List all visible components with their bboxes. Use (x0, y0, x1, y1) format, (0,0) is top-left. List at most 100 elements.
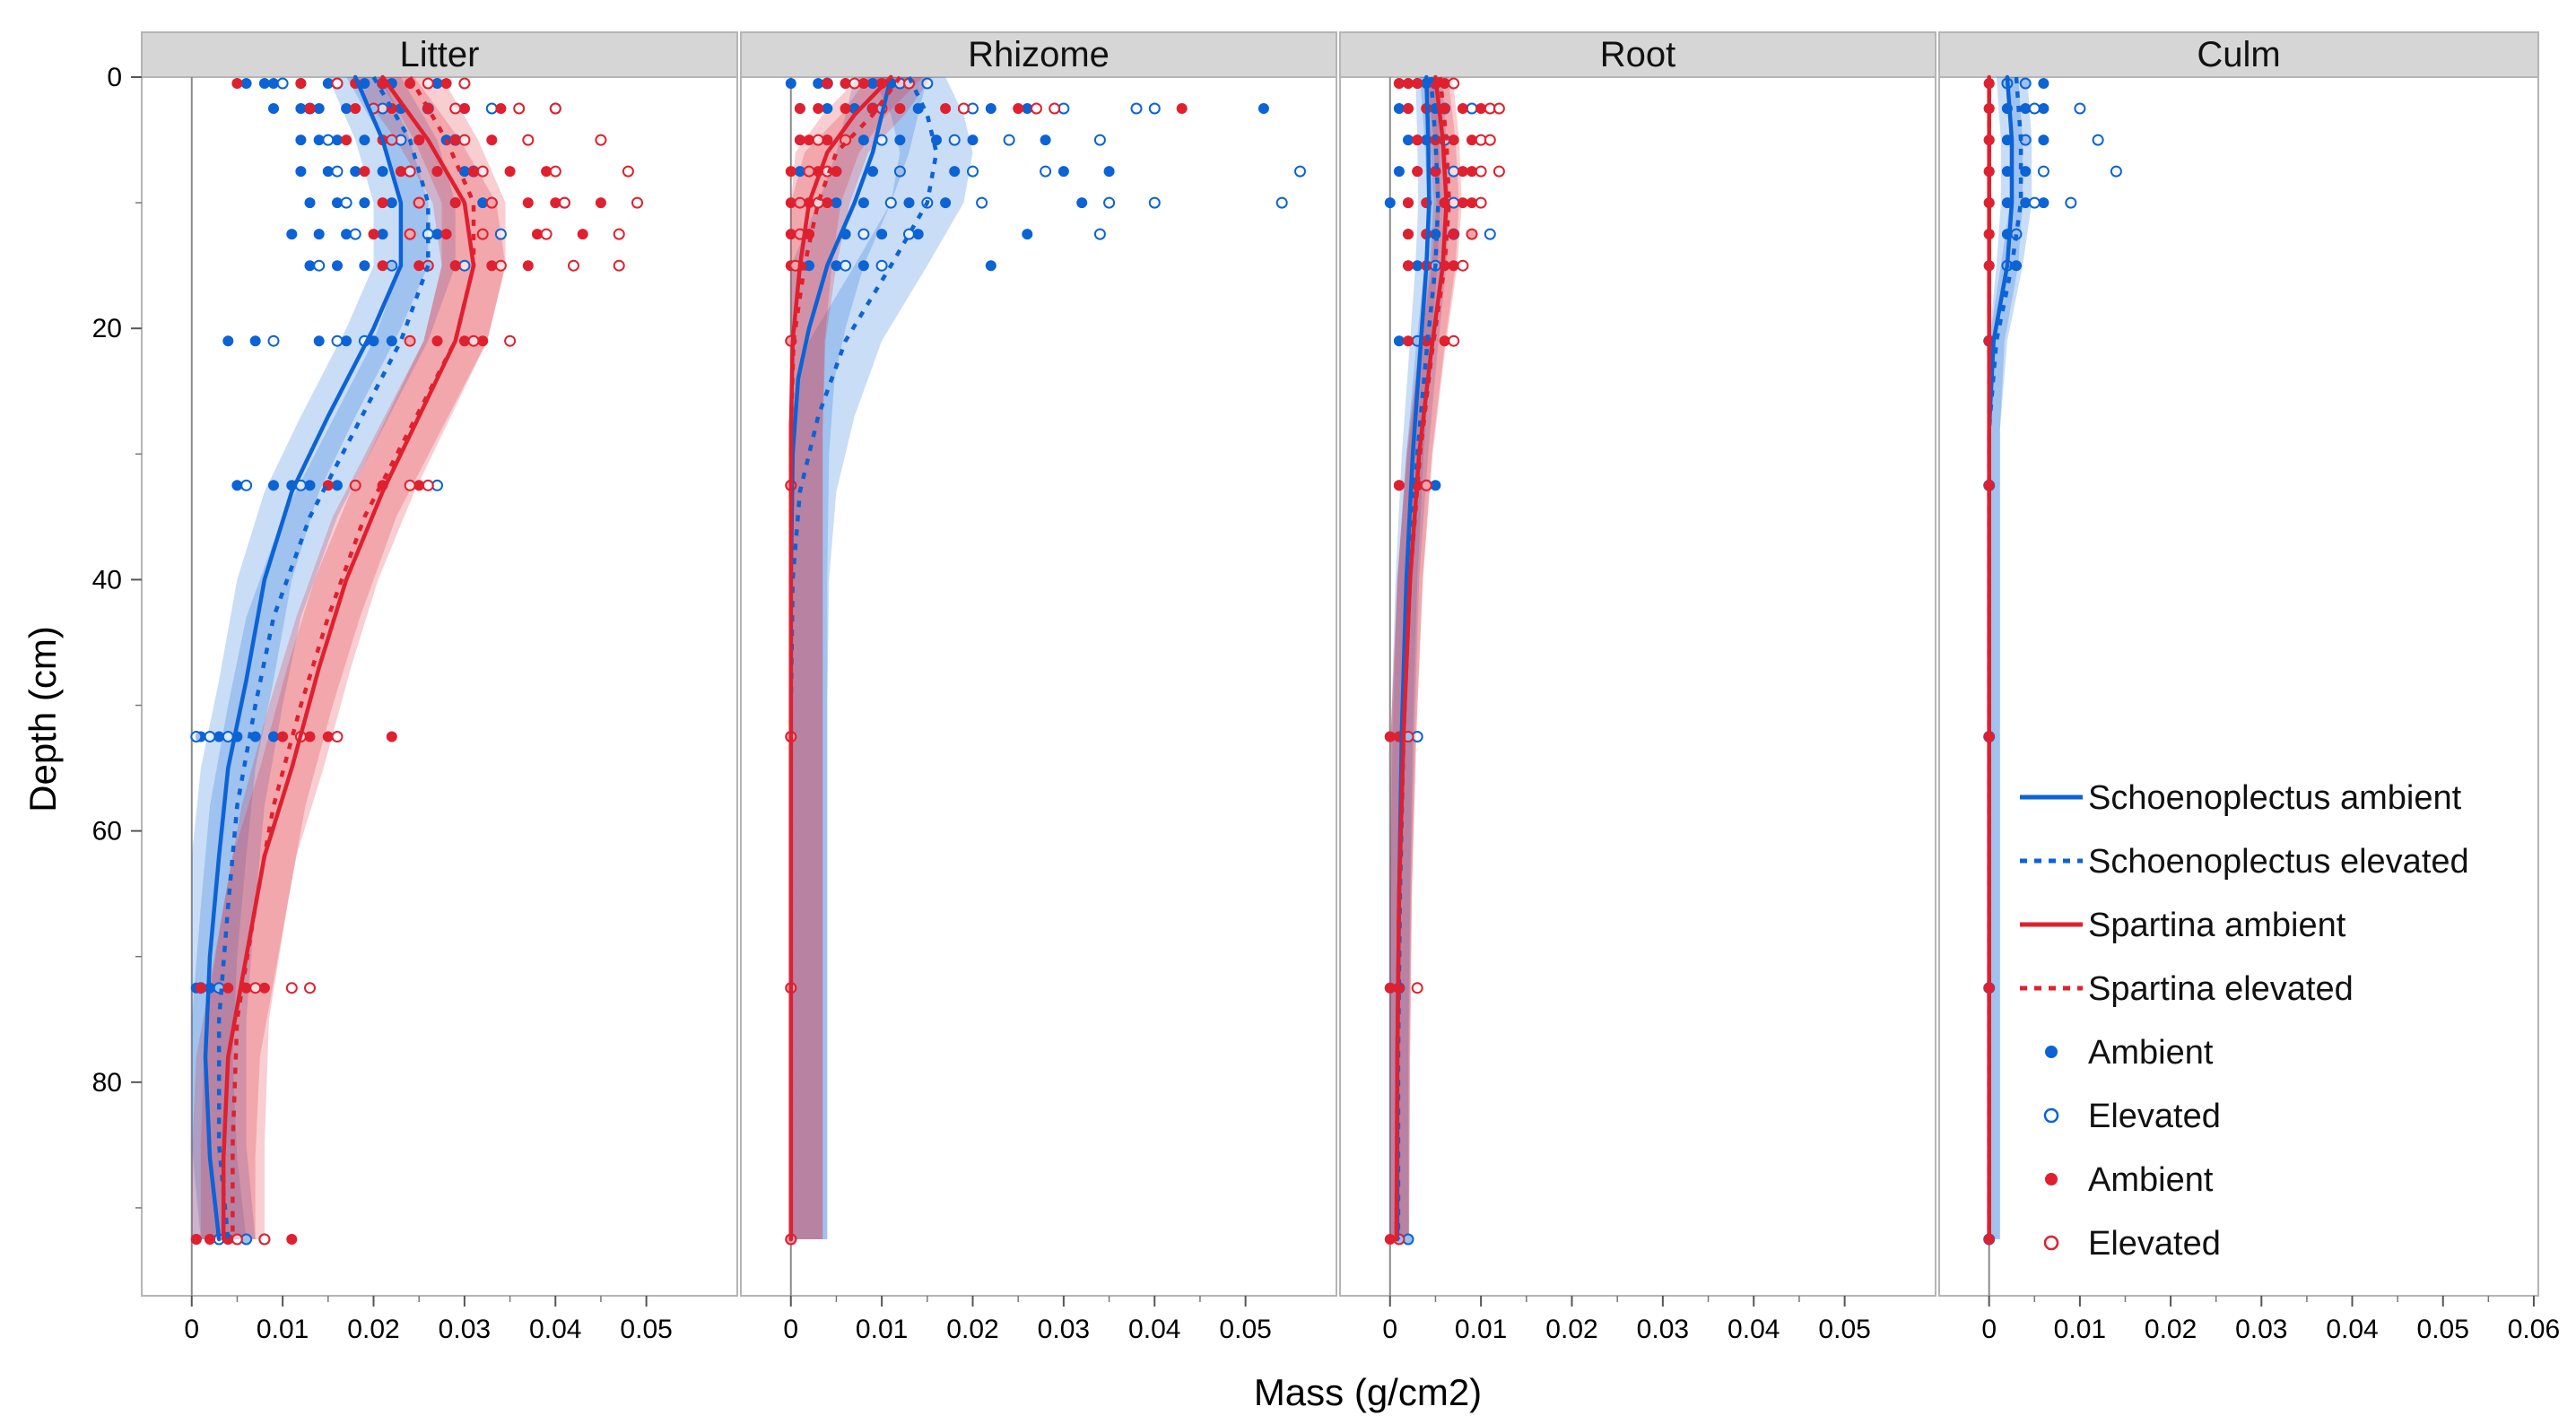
data-point-spartina-elevated (1420, 479, 1432, 491)
panel-title-rhizome: Rhizome (968, 35, 1110, 74)
data-point-schoenoplectus-elevated (204, 731, 216, 742)
data-point-spartina-elevated (349, 479, 361, 491)
data-point-spartina-ambient (1412, 166, 1423, 178)
data-point-spartina-elevated (549, 102, 561, 115)
x-tick-label: 0.04 (1128, 1315, 1180, 1344)
legend-label: Schoenoplectus ambient (2088, 779, 2462, 817)
data-point-spartina-elevated (613, 259, 625, 272)
data-point-schoenoplectus-ambient (857, 135, 869, 146)
panel-culm: Culm 0 0.01 0.02 0.03 0.04 0.05 0.06 (1938, 31, 2560, 1344)
data-point-schoenoplectus-elevated (1448, 165, 1460, 178)
data-point-spartina-ambient (1403, 335, 1414, 347)
data-point-spartina-ambient (1384, 731, 1396, 742)
data-point-schoenoplectus-ambient (867, 78, 878, 89)
fit-line-spartina-ambient (221, 74, 476, 1242)
confidence-band-schoenoplectus-elevated (191, 77, 456, 1239)
panel-litter: Litter 0 0.01 0.02 0.03 0.04 0.05 (141, 31, 738, 1344)
data-point-schoenoplectus-ambient (295, 166, 307, 178)
data-point-spartina-elevated (285, 982, 298, 994)
data-point-schoenoplectus-elevated (313, 259, 326, 272)
legend-item-schoenoplectus-ambient: Schoenoplectus ambient (2020, 779, 2462, 817)
data-point-spartina-elevated (840, 134, 852, 146)
legend-swatch-marker (2045, 1046, 2058, 1058)
data-point-spartina-elevated (458, 134, 471, 146)
x-tick-label: 0.04 (1727, 1315, 1780, 1344)
legend-label: Spartina elevated (2088, 970, 2354, 1008)
data-point-schoenoplectus-ambient (1258, 103, 1269, 114)
data-point-schoenoplectus-elevated (1093, 228, 1106, 240)
data-point-spartina-ambient (486, 135, 498, 146)
data-point-schoenoplectus-elevated (857, 228, 870, 240)
data-point-schoenoplectus-ambient (985, 260, 996, 272)
data-point-spartina-elevated (549, 165, 561, 178)
confidence-band-spartina-ambient (191, 77, 506, 1239)
data-point-spartina-ambient (195, 982, 206, 994)
data-point-schoenoplectus-ambient (304, 197, 316, 209)
data-point-spartina-elevated (1493, 102, 1505, 115)
data-point-spartina-ambient (813, 103, 824, 114)
data-point-schoenoplectus-ambient (949, 166, 961, 178)
data-point-schoenoplectus-elevated (458, 259, 471, 272)
legend-item-ambient: Ambient (2045, 1161, 2214, 1199)
data-point-spartina-ambient (840, 103, 851, 114)
data-point-spartina-ambient (522, 197, 534, 209)
data-point-spartina-ambient (894, 103, 906, 114)
data-point-schoenoplectus-elevated (2037, 165, 2049, 178)
legend-swatch-marker (2045, 1173, 2058, 1185)
data-point-spartina-ambient (295, 78, 307, 89)
data-point-schoenoplectus-elevated (840, 259, 852, 272)
data-point-schoenoplectus-elevated (331, 165, 344, 178)
data-point-spartina-ambient (822, 78, 833, 89)
legend-item-schoenoplectus-elevated: Schoenoplectus elevated (2020, 843, 2469, 881)
confidence-band-schoenoplectus-ambient (790, 77, 927, 1239)
data-point-spartina-ambient (1384, 982, 1396, 994)
data-point-spartina-ambient (1403, 197, 1414, 209)
data-point-spartina-elevated (849, 77, 861, 90)
data-point-schoenoplectus-ambient (341, 103, 352, 114)
data-point-spartina-elevated (1484, 134, 1496, 146)
data-point-schoenoplectus-elevated (2110, 165, 2122, 178)
data-point-schoenoplectus-ambient (249, 335, 261, 347)
data-point-spartina-elevated (476, 228, 489, 240)
data-point-schoenoplectus-ambient (268, 480, 279, 491)
data-point-schoenoplectus-ambient (295, 135, 307, 146)
data-point-spartina-elevated (595, 134, 607, 146)
confidence-band-spartina-ambient (1389, 77, 1459, 1239)
x-tick-label: 0.04 (2326, 1315, 2378, 1344)
data-point-spartina-elevated (1475, 196, 1487, 209)
data-point-spartina-ambient (1403, 103, 1414, 114)
x-tick-label: 0.05 (1219, 1315, 1271, 1344)
panel-rhizome: Rhizome 0 0.01 0.02 0.03 0.04 0.05 (740, 31, 1337, 1344)
data-point-spartina-elevated (449, 102, 462, 115)
data-point-spartina-elevated (413, 196, 425, 209)
data-point-schoenoplectus-ambient (386, 197, 397, 209)
data-point-schoenoplectus-elevated (921, 77, 934, 90)
data-point-spartina-elevated (231, 1233, 243, 1246)
panel-frame (740, 76, 1337, 1297)
y-tick-label: 40 (92, 565, 122, 595)
data-point-schoenoplectus-elevated (331, 334, 344, 347)
data-point-spartina-elevated (1448, 334, 1460, 347)
data-point-spartina-ambient (368, 229, 379, 240)
data-point-spartina-elevated (513, 102, 526, 115)
data-point-spartina-elevated (622, 165, 634, 178)
legend-item-elevated: Elevated (2043, 1098, 2221, 1135)
data-point-spartina-ambient (205, 1234, 215, 1245)
data-point-schoenoplectus-ambient (940, 197, 952, 209)
legend-label: Elevated (2088, 1098, 2221, 1135)
legend-item-elevated: Elevated (2043, 1225, 2221, 1263)
y-tick-label: 80 (92, 1068, 122, 1098)
data-point-spartina-ambient (277, 731, 289, 742)
data-point-spartina-ambient (231, 78, 243, 89)
data-point-spartina-elevated (304, 982, 316, 994)
data-point-spartina-ambient (1457, 103, 1468, 114)
x-tick-label: 0.04 (529, 1315, 581, 1344)
data-point-schoenoplectus-elevated (1294, 165, 1306, 178)
fit-line-spartina-elevated (231, 75, 476, 1239)
fit-line-schoenoplectus-ambient (203, 74, 404, 1242)
data-point-schoenoplectus-ambient (876, 229, 888, 240)
data-point-schoenoplectus-ambient (1076, 197, 1088, 209)
data-point-spartina-ambient (222, 982, 234, 994)
data-point-schoenoplectus-ambient (1103, 166, 1115, 178)
